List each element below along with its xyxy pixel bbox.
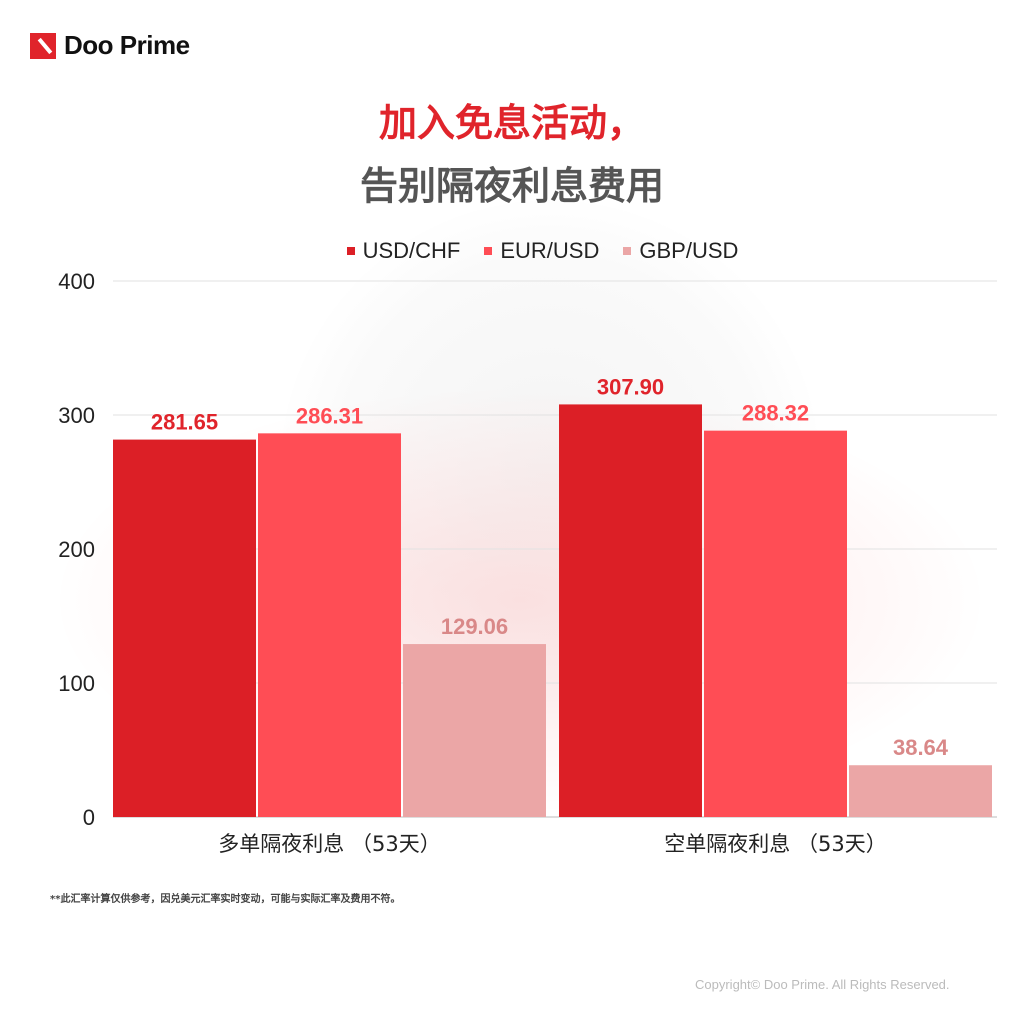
doo-prime-logo-icon [30, 32, 56, 59]
legend: USD/CHF EUR/USD GBP/USD [0, 238, 1024, 264]
legend-swatch [484, 247, 493, 255]
bar [403, 644, 546, 817]
brand-name: Doo Prime [64, 30, 190, 60]
y-tick-label: 200 [58, 537, 95, 562]
bar [559, 404, 702, 817]
copyright: Copyright© Doo Prime. All Rights Reserve… [695, 977, 950, 992]
bar [849, 765, 992, 817]
bar [258, 433, 401, 817]
data-label: 307.90 [597, 374, 664, 399]
data-label: 288.32 [742, 401, 809, 426]
headline: 加入免息活动， [378, 101, 645, 145]
y-tick-label: 100 [58, 671, 95, 696]
y-tick-label: 300 [58, 403, 95, 428]
data-label: 129.06 [441, 614, 508, 639]
logo: Doo Prime [30, 30, 190, 61]
legend-item: USD/CHF [346, 238, 460, 264]
legend-swatch [346, 247, 355, 255]
legend-item: EUR/USD [484, 238, 599, 264]
subheadline: 告别隔夜利息费用 [359, 164, 664, 208]
data-label: 281.65 [151, 410, 218, 435]
legend-item: GBP/USD [623, 238, 738, 264]
y-tick-label: 400 [58, 269, 95, 294]
y-tick-label: 0 [83, 805, 95, 830]
legend-swatch [623, 247, 632, 255]
x-category-label: 空单隔夜利息 （53天） [664, 832, 886, 856]
data-label: 286.31 [296, 403, 363, 428]
bar [704, 430, 847, 817]
footnote: **此汇率计算仅供参考，因兑美元汇率实时变动，可能与实际汇率及费用不符。 [50, 894, 401, 905]
bar [113, 439, 256, 817]
x-category-label: 多单隔夜利息 （53天） [218, 832, 440, 856]
data-label: 38.64 [893, 735, 949, 760]
